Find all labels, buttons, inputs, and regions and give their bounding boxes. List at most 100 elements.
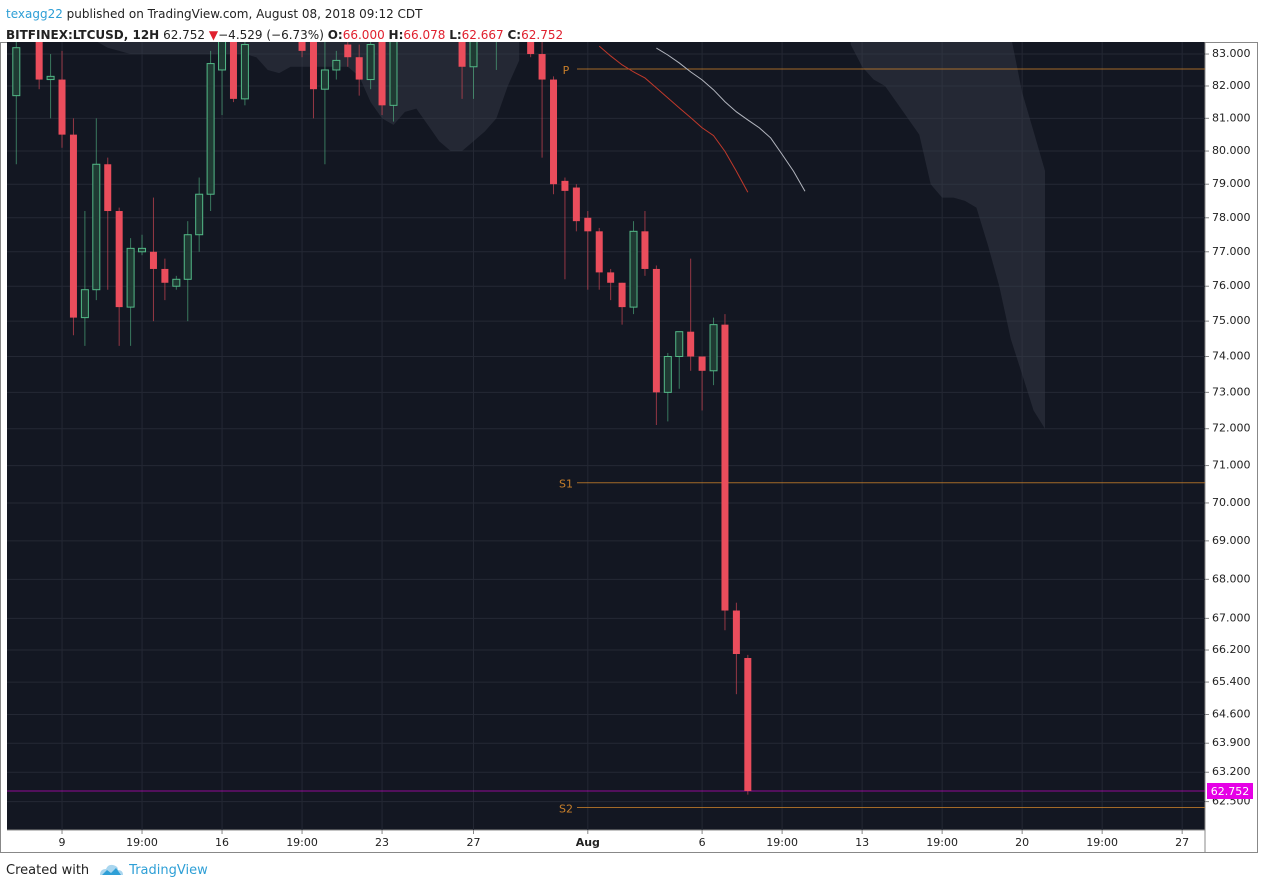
candle-body [447,19,454,25]
indicator-line [656,47,806,192]
candle-body [218,42,227,71]
ohlc: O:66.000 H:66.078 L:62.667 C:62.752 [328,28,563,42]
candle-body [378,42,386,106]
candle-body [69,134,77,318]
candle-body [355,57,363,80]
arrow: ▼ [208,28,219,42]
candle-body [493,22,500,38]
y-tick-label: 74.000 [1212,350,1251,363]
x-tick-label: 27 [467,836,481,849]
candle-body [641,231,649,269]
candle-body [504,13,511,22]
candle-body [104,164,112,212]
ohlc-value: 62.667 [461,28,504,42]
ohlc-key: C: [507,28,522,42]
candle-body [389,42,398,106]
y-tick-label: 65.400 [1212,675,1251,688]
y-tick-label: 63.900 [1212,736,1251,749]
change: −4.529 (−6.73%) [218,28,324,42]
x-tick-label: 19:00 [926,836,958,849]
indicator-line [598,45,749,193]
candle-body [401,16,408,38]
symbol: BITFINEX:LTCUSD, 12H [6,28,160,42]
candle-body [538,54,546,80]
x-tick-label: 13 [855,836,869,849]
y-tick-label: 76.000 [1212,279,1251,292]
candle-body [458,42,466,67]
candle-body [58,79,66,135]
candle-body [92,163,101,291]
candle-body [298,42,306,51]
candle-body [332,59,341,71]
candle-body [12,47,21,97]
candle-body [721,324,729,611]
cloud [850,42,1045,429]
candle-body [35,42,43,80]
candle-body [607,272,615,283]
y-tick-label: 83.000 [1212,47,1251,60]
candle-body [253,10,260,35]
candle-body [320,69,329,90]
candle-body [287,13,294,16]
header-line: BITFINEX:LTCUSD, 12H 62.752 ▼−4.529 (−6.… [6,25,563,46]
author[interactable]: texagg22 [6,7,63,21]
candle-body [264,0,271,10]
ohlc-key: O: [327,28,343,42]
candle-body [149,251,157,269]
ohlc-value: 66.078 [403,28,446,42]
last-price-label: 62.752 [1211,785,1250,798]
ohlc-value: 62.752 [521,28,564,42]
y-tick-label: 75.000 [1212,314,1251,327]
created-with: Created with [6,862,90,878]
x-tick-label: 20 [1015,836,1029,849]
candle-body [172,278,181,287]
candle-body [527,42,535,55]
footer: Created with TradingView [6,861,208,879]
x-tick-label: 27 [1175,836,1189,849]
candle-body [469,42,478,68]
candle-body [436,7,443,20]
y-tick-label: 66.200 [1212,643,1251,656]
y-tick-label: 78.000 [1212,211,1251,224]
candle-body [309,42,317,90]
logo [100,864,124,875]
candle-body [709,324,718,372]
y-tick-label: 77.000 [1212,245,1251,258]
candle-body [161,268,169,283]
candle-body [618,282,626,308]
candle-body [80,289,89,319]
pivot-label: S1 [559,478,573,491]
y-tick-label: 71.000 [1212,459,1251,472]
candle-body [366,44,375,81]
cloud [97,42,520,152]
candle-body [595,231,603,273]
candle-body [344,44,352,58]
x-tick-label: 19:00 [766,836,798,849]
candle-body [195,193,204,236]
y-tick-label: 67.000 [1212,611,1251,624]
y-tick-label: 69.000 [1212,534,1251,547]
candle-body [572,187,580,222]
candle-body [138,247,147,253]
candle-body [629,230,638,308]
ohlc-key: H: [388,28,404,42]
candle-body [732,610,740,655]
candle-body [46,75,55,81]
candle-body [229,42,237,99]
y-tick-label: 80.000 [1212,144,1251,157]
header: texagg22 published on TradingView.com, A… [6,4,563,46]
pivot-label: S2 [559,803,573,816]
y-tick-label: 81.000 [1212,111,1251,124]
candle-body [206,63,215,195]
y-tick-label: 72.000 [1212,422,1251,435]
candle-body [240,44,249,100]
header-line: texagg22 published on TradingView.com, A… [6,4,563,25]
candle-body [561,180,569,191]
brand[interactable]: TradingView [129,862,208,878]
y-tick-label: 64.600 [1212,708,1251,721]
x-tick-label: 23 [375,836,389,849]
candle-body [652,268,660,393]
candle-body [698,356,706,371]
candle-body [115,211,123,308]
